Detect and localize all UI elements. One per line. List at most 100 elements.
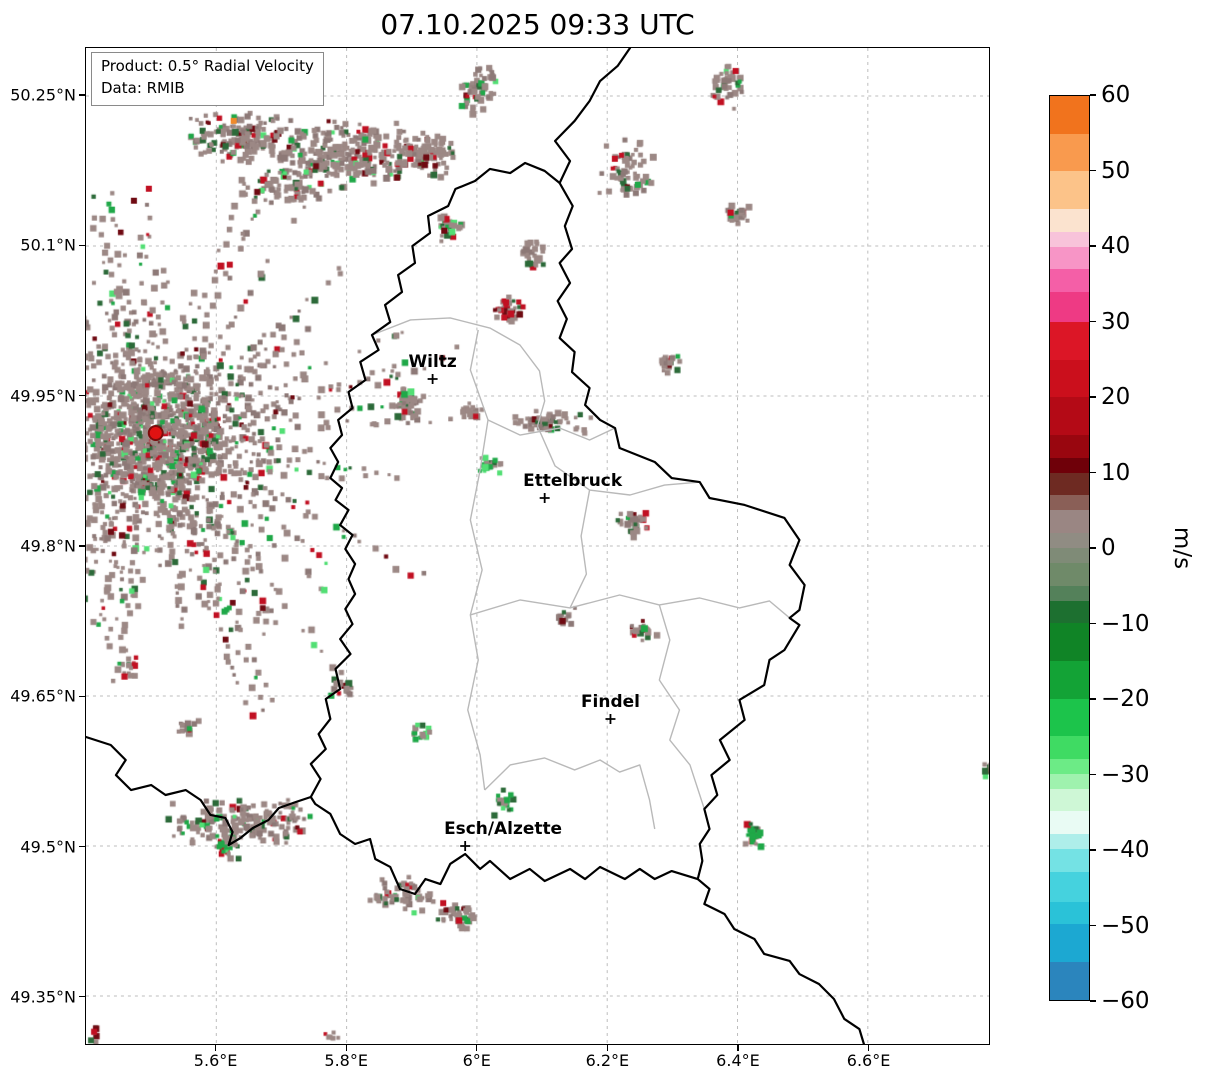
colorbar-band: [1050, 962, 1089, 1000]
colorbar-band: [1050, 871, 1089, 902]
colorbar-band: [1050, 171, 1089, 209]
district-border: [536, 425, 700, 496]
colorbar-tick-label: 60: [1101, 82, 1131, 108]
colorbar: [1049, 95, 1090, 1001]
colorbar-band: [1050, 623, 1089, 661]
map-borders-layer: Wiltz Ettelbruck Findel Esch/Alzette: [86, 48, 865, 1044]
colorbar-tick-mark: [1090, 245, 1096, 247]
colorbar-band: [1050, 133, 1089, 172]
colorbar-band: [1050, 758, 1089, 774]
colorbar-band: [1050, 532, 1089, 548]
colorbar-band: [1050, 359, 1089, 398]
city-label: Ettelbruck: [523, 470, 623, 490]
country-border: [553, 48, 632, 185]
colorbar-tick-mark: [1090, 773, 1096, 776]
country-border: [86, 735, 312, 847]
district-border: [371, 317, 546, 427]
colorbar-band: [1050, 698, 1089, 737]
colorbar-tick-label: 30: [1101, 308, 1131, 335]
colorbar-band: [1050, 788, 1089, 812]
x-tick-label: 6.2°E: [585, 1051, 630, 1070]
colorbar-band: [1050, 231, 1089, 247]
radar-site-marker: [147, 425, 164, 442]
product-annotation: Product: 0.5° Radial Velocity Data: RMIB: [91, 52, 324, 106]
radar-echo-layer: [86, 48, 989, 1044]
colorbar-band: [1050, 585, 1089, 601]
colorbar-band: [1050, 246, 1089, 270]
colorbar-tick-mark: [1090, 320, 1096, 323]
colorbar-band: [1050, 660, 1089, 699]
colorbar-tick-mark: [1090, 471, 1096, 474]
y-tick-label: 49.8°N: [20, 536, 76, 556]
x-tick-label: 5.6°E: [193, 1051, 238, 1070]
colorbar-band: [1050, 269, 1089, 292]
colorbar-band: [1050, 472, 1089, 496]
colorbar-band: [1050, 457, 1089, 473]
y-tick-mark: [79, 996, 85, 998]
colorbar-tick-label: −30: [1101, 761, 1150, 788]
colorbar-gradient: [1050, 96, 1089, 1000]
country-border: [696, 877, 865, 1044]
colorbar-band: [1050, 495, 1089, 511]
colorbar-band: [1050, 600, 1089, 624]
colorbar-band: [1050, 96, 1089, 134]
colorbar-tick-label: 40: [1101, 233, 1131, 259]
colorbar-tick-label: −60: [1101, 988, 1150, 1014]
colorbar-band: [1050, 547, 1089, 563]
colorbar-tick-mark: [1090, 396, 1096, 398]
colorbar-band: [1050, 397, 1089, 435]
map-plot-area: Wiltz Ettelbruck Findel Esch/Alzette Produc…: [85, 47, 990, 1045]
y-tick-label: 49.35°N: [10, 987, 76, 1007]
y-tick-mark: [79, 395, 85, 397]
district-border: [658, 604, 705, 810]
colorbar-band: [1050, 924, 1089, 963]
y-tick-label: 49.65°N: [10, 686, 76, 706]
colorbar-band: [1050, 434, 1089, 458]
colorbar-unit-label: m/s: [1169, 526, 1195, 570]
colorbar-band: [1050, 208, 1089, 232]
city-marker: [605, 714, 616, 724]
product-label: Product: 0.5° Radial Velocity: [101, 57, 314, 75]
x-tick-mark: [214, 1045, 217, 1051]
x-tick-label: 6°E: [462, 1051, 491, 1070]
colorbar-tick-mark: [1090, 547, 1096, 549]
y-tick-label: 49.5°N: [20, 837, 76, 857]
colorbar-band: [1050, 321, 1089, 360]
country-border: [309, 161, 806, 896]
colorbar-tick-label: 50: [1101, 157, 1131, 184]
district-border: [467, 329, 489, 791]
colorbar-tick-mark: [1090, 924, 1096, 927]
y-tick-label: 49.95°N: [10, 386, 76, 406]
district-border: [569, 489, 591, 609]
city-label: Esch/Alzette: [444, 818, 562, 838]
colorbar-band: [1050, 736, 1089, 759]
x-tick-mark: [867, 1045, 870, 1051]
colorbar-tick-mark: [1090, 698, 1096, 700]
colorbar-tick-mark: [1090, 169, 1096, 172]
city-label: Wiltz: [408, 351, 456, 371]
y-tick-label: 50.1°N: [20, 235, 76, 255]
colorbar-tick-mark: [1090, 622, 1096, 625]
colorbar-band: [1050, 562, 1089, 586]
colorbar-tick-label: −10: [1101, 610, 1150, 637]
colorbar-band: [1050, 773, 1089, 789]
x-tick-label: 6.4°E: [716, 1051, 760, 1070]
figure-title: 07.10.2025 09:33 UTC: [380, 8, 695, 41]
y-tick-mark: [79, 846, 85, 848]
x-tick-mark: [606, 1045, 608, 1051]
colorbar-tick-label: 20: [1101, 384, 1131, 410]
x-tick-mark: [345, 1045, 347, 1051]
colorbar-tick-label: −40: [1101, 837, 1150, 863]
district-border: [487, 419, 616, 441]
y-tick-label: 50.25°N: [10, 85, 76, 105]
x-tick-label: 6.6°E: [846, 1051, 891, 1070]
y-tick-mark: [79, 94, 85, 96]
y-tick-mark: [79, 244, 85, 246]
colorbar-tick-label: −50: [1101, 912, 1150, 939]
district-border: [484, 757, 656, 830]
x-tick-label: 5.8°E: [324, 1051, 368, 1070]
colorbar-band: [1050, 834, 1089, 850]
city-marker: [539, 493, 550, 503]
city-marker: [427, 374, 438, 384]
data-source-label: Data: RMIB: [101, 78, 185, 97]
